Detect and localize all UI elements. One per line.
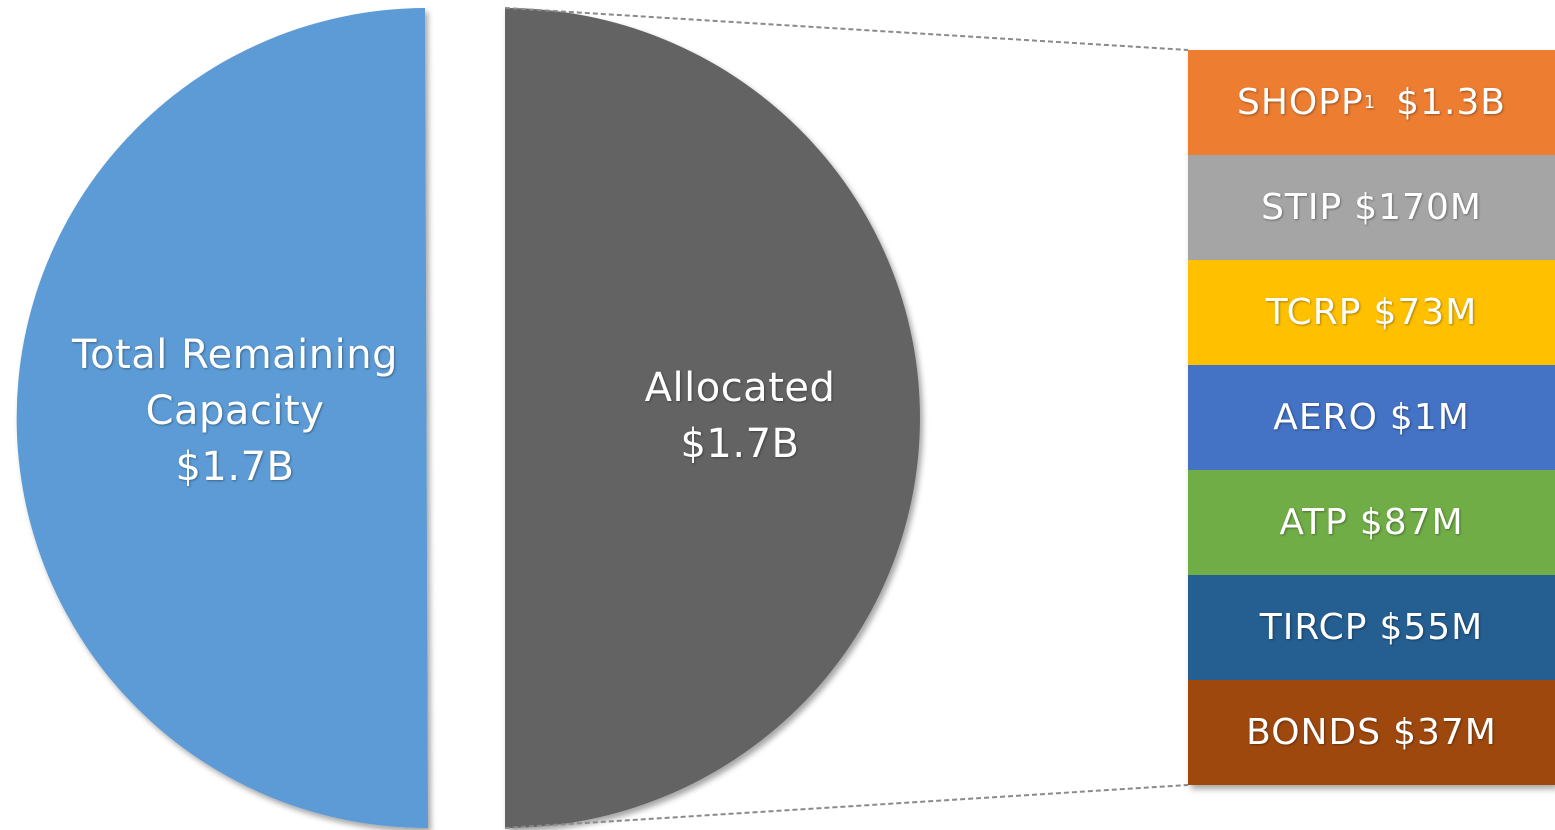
breakdown-item-bonds: BONDS $37M bbox=[1188, 680, 1555, 785]
allocation-breakdown-stack: SHOPP 1 $1.3B STIP $170M TCRP $73M AERO $1M A… bbox=[1188, 50, 1555, 785]
breakdown-name: AERO bbox=[1273, 397, 1378, 438]
breakdown-item-tircp: TIRCP $55M bbox=[1188, 575, 1555, 680]
breakdown-amount: $37M bbox=[1393, 712, 1497, 753]
pie-slice-total-remaining-capacity bbox=[16, 8, 429, 829]
breakdown-name: ATP bbox=[1279, 502, 1348, 543]
breakdown-amount: $1M bbox=[1389, 397, 1470, 438]
breakdown-name: TIRCP bbox=[1259, 607, 1368, 648]
connector-line-bottom bbox=[504, 784, 1189, 829]
pie-slice-allocated bbox=[505, 8, 920, 828]
breakdown-amount: $87M bbox=[1359, 502, 1464, 543]
connector-line-top bbox=[504, 7, 1189, 51]
allocated-label-text: Allocated bbox=[644, 365, 836, 411]
breakdown-item-shopp: SHOPP 1 $1.3B bbox=[1188, 50, 1555, 155]
allocated-value: $1.7B bbox=[680, 421, 800, 467]
breakdown-name: BONDS bbox=[1246, 712, 1382, 753]
breakdown-name: STIP bbox=[1261, 187, 1343, 228]
allocated-label: Allocated $1.7B bbox=[560, 360, 920, 472]
remaining-capacity-label-text: Total Remaining Capacity bbox=[71, 332, 399, 434]
breakdown-amount: $55M bbox=[1379, 607, 1484, 648]
remaining-capacity-value: $1.7B bbox=[175, 444, 295, 490]
breakdown-name: TCRP bbox=[1265, 292, 1362, 333]
breakdown-item-tcrp: TCRP $73M bbox=[1188, 260, 1555, 365]
breakdown-name: SHOPP bbox=[1237, 82, 1364, 123]
breakdown-item-stip: STIP $170M bbox=[1188, 155, 1555, 260]
remaining-capacity-label: Total Remaining Capacity $1.7B bbox=[40, 327, 430, 495]
breakdown-amount: $73M bbox=[1373, 292, 1478, 333]
breakdown-item-atp: ATP $87M bbox=[1188, 470, 1555, 575]
breakdown-amount: $170M bbox=[1354, 187, 1482, 228]
breakdown-amount: $1.3B bbox=[1396, 82, 1506, 123]
breakdown-item-aero: AERO $1M bbox=[1188, 365, 1555, 470]
